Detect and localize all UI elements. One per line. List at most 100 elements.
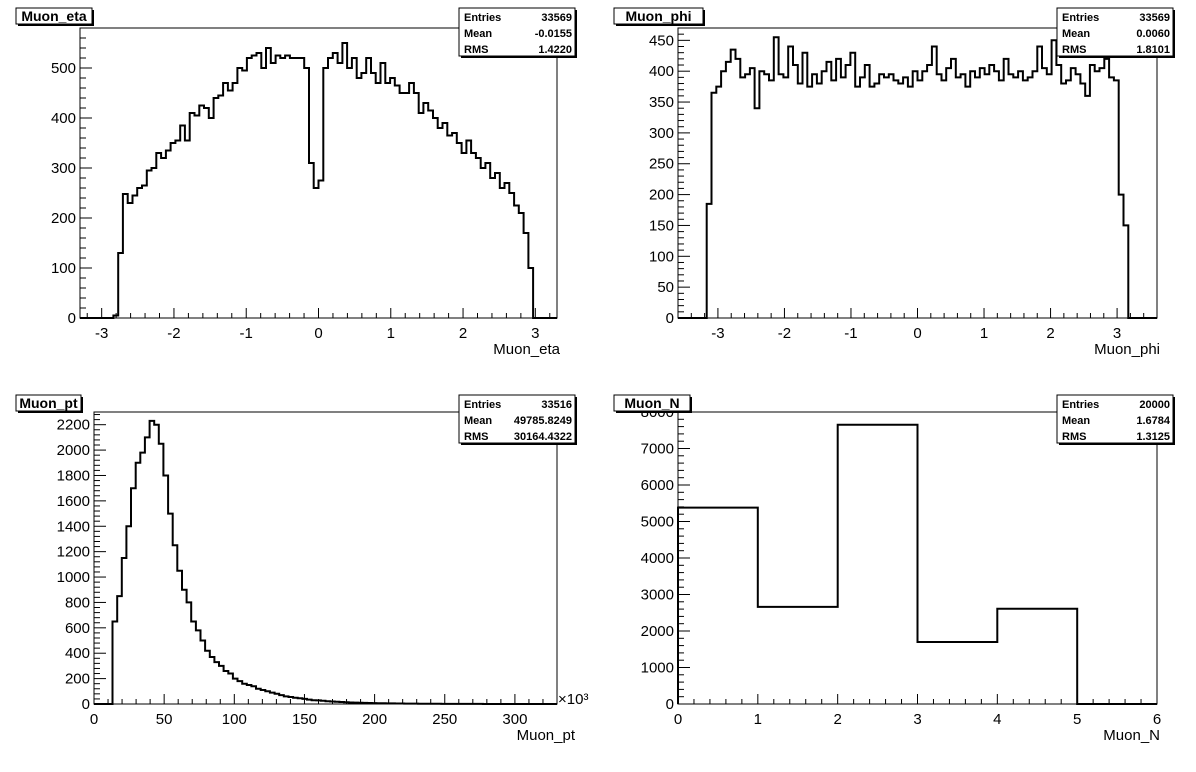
y-tick-label: 800	[65, 594, 90, 611]
y-tick-label: 300	[649, 125, 674, 142]
x-tick-label: 100	[222, 711, 247, 728]
x-tick-label: 0	[314, 325, 322, 342]
y-tick-label: 0	[82, 696, 90, 713]
y-tick-label: 200	[65, 671, 90, 688]
histogram-panel-phi: -3 -2 -1 0 1 2 3 0 50 100 150 200 250 300 350 400 450 Muo…	[613, 7, 1175, 358]
stats-label: RMS	[1062, 431, 1086, 443]
stats-value: 30164.4322	[514, 431, 572, 443]
x-tick-label: 1	[980, 325, 988, 342]
y-tick-label: 5000	[641, 514, 674, 531]
stats-label: Mean	[1062, 415, 1090, 427]
stats-value: 1.6784	[1136, 415, 1171, 427]
histogram-panel-n: 0123456010002000300040005000600070008000…	[613, 394, 1175, 744]
x-tick-label: 0	[913, 325, 921, 342]
stats-box	[1056, 394, 1174, 444]
stats-value: 33516	[541, 399, 572, 411]
stats-value: 1.3125	[1136, 431, 1170, 443]
y-tick-label: 3000	[641, 587, 674, 604]
stats-value: 33569	[541, 12, 572, 24]
histogram-title: Muon_pt	[19, 395, 78, 411]
y-tick-label: 250	[649, 156, 674, 173]
title-box	[15, 394, 82, 412]
histogram-series-n	[677, 423, 1157, 705]
x-tick-label: 200	[362, 711, 387, 728]
stats-value: 1.8101	[1136, 44, 1170, 56]
x-tick-label: -1	[240, 325, 253, 342]
y-tick-label: 0	[666, 310, 674, 327]
x-tick-label: 150	[292, 711, 317, 728]
histogram-series-eta	[80, 42, 557, 319]
y-tick-label: 400	[51, 110, 76, 127]
stats-label: RMS	[464, 44, 488, 56]
x-tick-label: 1	[754, 711, 762, 728]
title-box	[15, 7, 93, 25]
y-tick-label: 400	[649, 63, 674, 80]
histogram-panel-eta: -3 -2 -1 0 1 2 3 0 100 200 300 400 500 Muon_eta Muon_e…	[15, 7, 577, 358]
stats-value: -0.0155	[535, 28, 572, 40]
stats-label: RMS	[464, 431, 488, 443]
y-tick-label: 200	[51, 210, 76, 227]
x-axis-title: Muon_N	[1103, 727, 1160, 744]
y-tick-label: 2200	[57, 417, 90, 434]
y-tick-label: 400	[65, 645, 90, 662]
histogram-title: Muon_phi	[625, 8, 691, 24]
x-tick-label: 3	[1113, 325, 1121, 342]
y-tick-label: 6000	[641, 477, 674, 494]
y-tick-label: 0	[666, 696, 674, 713]
x-axis-title: Muon_pt	[517, 727, 576, 744]
y-tick-label: 100	[51, 260, 76, 277]
stats-label: Entries	[464, 12, 501, 24]
stats-label: Entries	[1062, 399, 1099, 411]
x-tick-label: -2	[167, 325, 180, 342]
y-tick-label: 450	[649, 32, 674, 49]
y-tick-label: 0	[68, 310, 76, 327]
x-axis-multiplier: ×10³	[558, 691, 588, 708]
stats-label: Mean	[464, 28, 492, 40]
x-tick-label: 0	[674, 711, 682, 728]
histogram-title: Muon_eta	[21, 8, 87, 24]
stats-box	[458, 394, 576, 444]
y-tick-label: 150	[649, 217, 674, 234]
y-tick-label: 50	[657, 279, 674, 296]
stats-value: 20000	[1139, 399, 1170, 411]
stats-label: Mean	[464, 415, 492, 427]
x-tick-label: 5	[1073, 711, 1081, 728]
y-tick-label: 200	[649, 187, 674, 204]
y-tick-label: 7000	[641, 441, 674, 458]
x-tick-label: 2	[833, 711, 841, 728]
y-tick-label: 1000	[641, 660, 674, 677]
y-tick-label: 2000	[641, 623, 674, 640]
y-tick-label: 1000	[57, 569, 90, 586]
y-tick-label: 2000	[57, 442, 90, 459]
stats-box	[458, 7, 576, 57]
x-tick-label: -3	[95, 325, 108, 342]
title-box	[613, 394, 691, 412]
y-tick-label: 1400	[57, 518, 90, 535]
stats-value: 49785.8249	[514, 415, 572, 427]
histogram-title: Muon_N	[624, 395, 679, 411]
x-tick-label: 2	[1046, 325, 1054, 342]
y-tick-label: 1600	[57, 493, 90, 510]
x-axis-title: Muon_phi	[1094, 341, 1160, 358]
x-tick-label: 6	[1153, 711, 1161, 728]
x-tick-label: 300	[502, 711, 527, 728]
plot-frame	[93, 411, 558, 705]
histogram-series-phi	[678, 36, 1157, 319]
x-tick-label: 4	[993, 711, 1001, 728]
title-box	[613, 7, 704, 25]
x-tick-label: 3	[913, 711, 921, 728]
x-tick-label: 1	[387, 325, 395, 342]
histogram-panel-pt: 0 50 100 150 200 250 300 0 200 400 600 800 1000 1200 1…	[15, 394, 588, 744]
stats-box	[1056, 7, 1174, 57]
y-tick-label: 100	[649, 248, 674, 265]
y-tick-label: 600	[65, 620, 90, 637]
y-tick-label: 350	[649, 94, 674, 111]
x-tick-label: 2	[459, 325, 467, 342]
x-tick-label: -2	[778, 325, 791, 342]
histogram-series-pt	[94, 419, 557, 705]
x-tick-label: 3	[531, 325, 539, 342]
x-tick-label: -1	[844, 325, 857, 342]
x-tick-label: 250	[432, 711, 457, 728]
y-tick-label: 1200	[57, 544, 90, 561]
